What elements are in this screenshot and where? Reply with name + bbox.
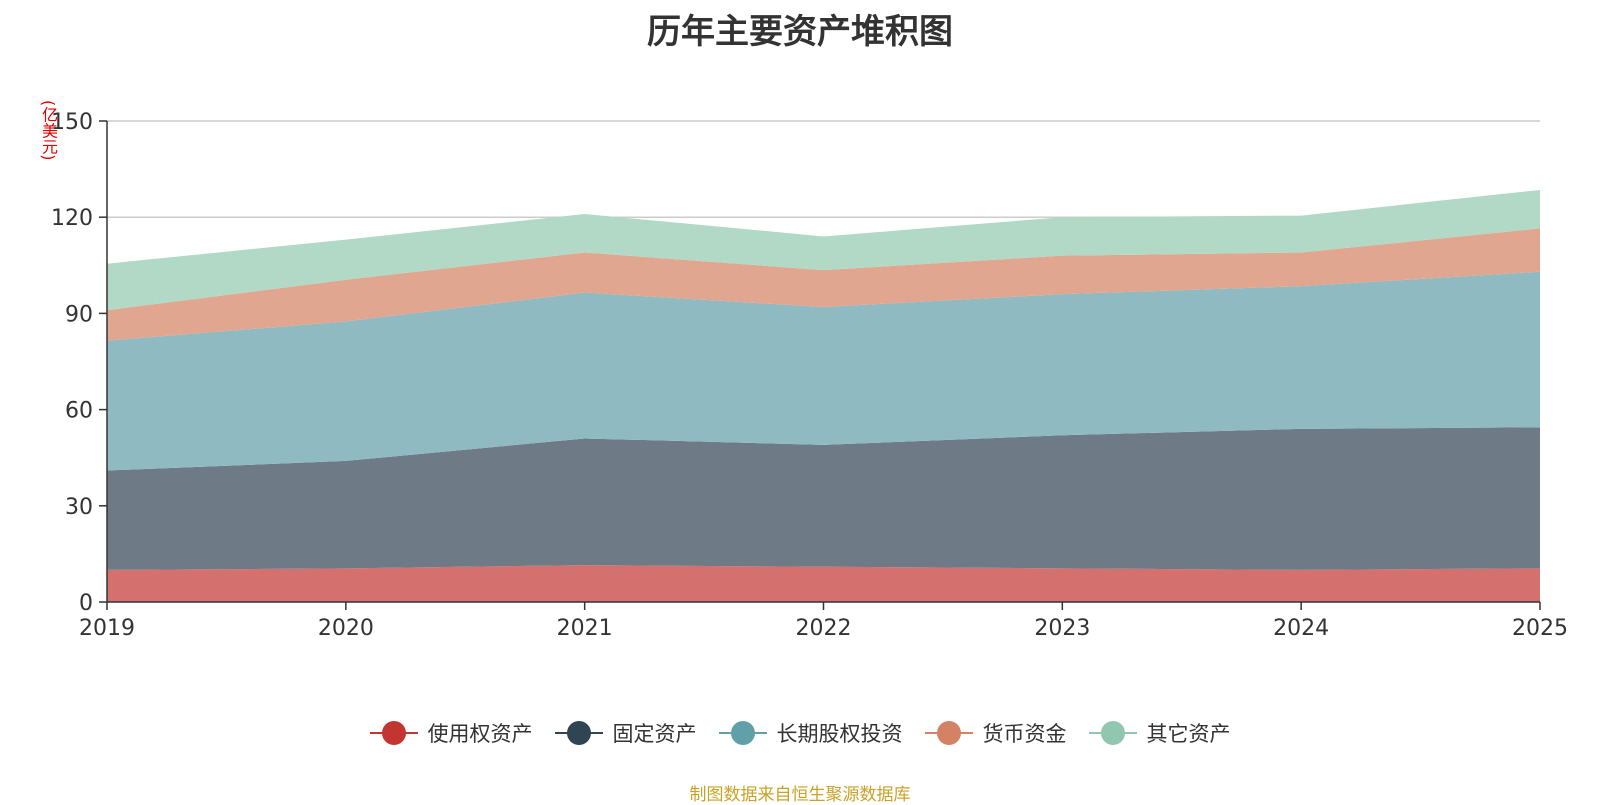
x-tick-label: 2020 — [318, 616, 374, 641]
y-axis-unit-label: (亿美元) — [39, 100, 58, 161]
y-tick-label: 0 — [79, 591, 93, 616]
legend-item-5[interactable]: 其它资产 — [1088, 718, 1231, 748]
x-tick-label: 2024 — [1273, 616, 1329, 641]
y-tick-label: 60 — [65, 399, 93, 424]
legend-label: 使用权资产 — [427, 722, 533, 746]
area-series-2 — [107, 427, 1540, 570]
chart-title: 历年主要资产堆积图 — [647, 12, 953, 52]
legend-item-1[interactable]: 使用权资产 — [369, 718, 533, 748]
legend-item-4[interactable]: 货币资金 — [924, 718, 1067, 748]
legend-label: 固定资产 — [612, 722, 697, 746]
area-series-4 — [107, 228, 1540, 341]
legend-marker-icon — [924, 721, 973, 745]
y-tick-label: 120 — [51, 206, 93, 231]
area-series-1 — [107, 565, 1540, 602]
legend-marker-icon — [718, 721, 767, 745]
x-tick-label: 2025 — [1512, 616, 1568, 641]
y-tick-label: 30 — [65, 495, 93, 520]
legend: 使用权资产 固定资产 长期股权投资 货币资金 其它资产 — [0, 718, 1600, 748]
legend-label: 货币资金 — [982, 722, 1067, 746]
legend-marker-icon — [1088, 721, 1137, 745]
data-source-note: 制图数据来自恒生聚源数据库 — [689, 785, 911, 805]
x-tick-label: 2021 — [557, 616, 613, 641]
legend-item-2[interactable]: 固定资产 — [554, 718, 697, 748]
y-tick-label: 90 — [65, 302, 93, 327]
legend-label: 其它资产 — [1146, 722, 1231, 746]
area-series-3 — [107, 271, 1540, 471]
x-tick-label: 2023 — [1034, 616, 1090, 641]
y-tick-label: 150 — [51, 110, 93, 135]
legend-label: 长期股权投资 — [776, 722, 903, 746]
legend-marker-icon — [554, 721, 603, 745]
area-series-group — [107, 189, 1540, 602]
axes — [99, 120, 1541, 610]
x-tick-label: 2022 — [796, 616, 852, 641]
area-series-5 — [107, 189, 1540, 311]
tick-labels: 0 30 60 90 120 150 2019 2020 2021 2022 2023 2024 202… — [51, 110, 1568, 641]
legend-marker-icon — [369, 721, 418, 745]
x-tick-label: 2019 — [79, 616, 135, 641]
legend-item-3[interactable]: 长期股权投资 — [718, 718, 903, 748]
